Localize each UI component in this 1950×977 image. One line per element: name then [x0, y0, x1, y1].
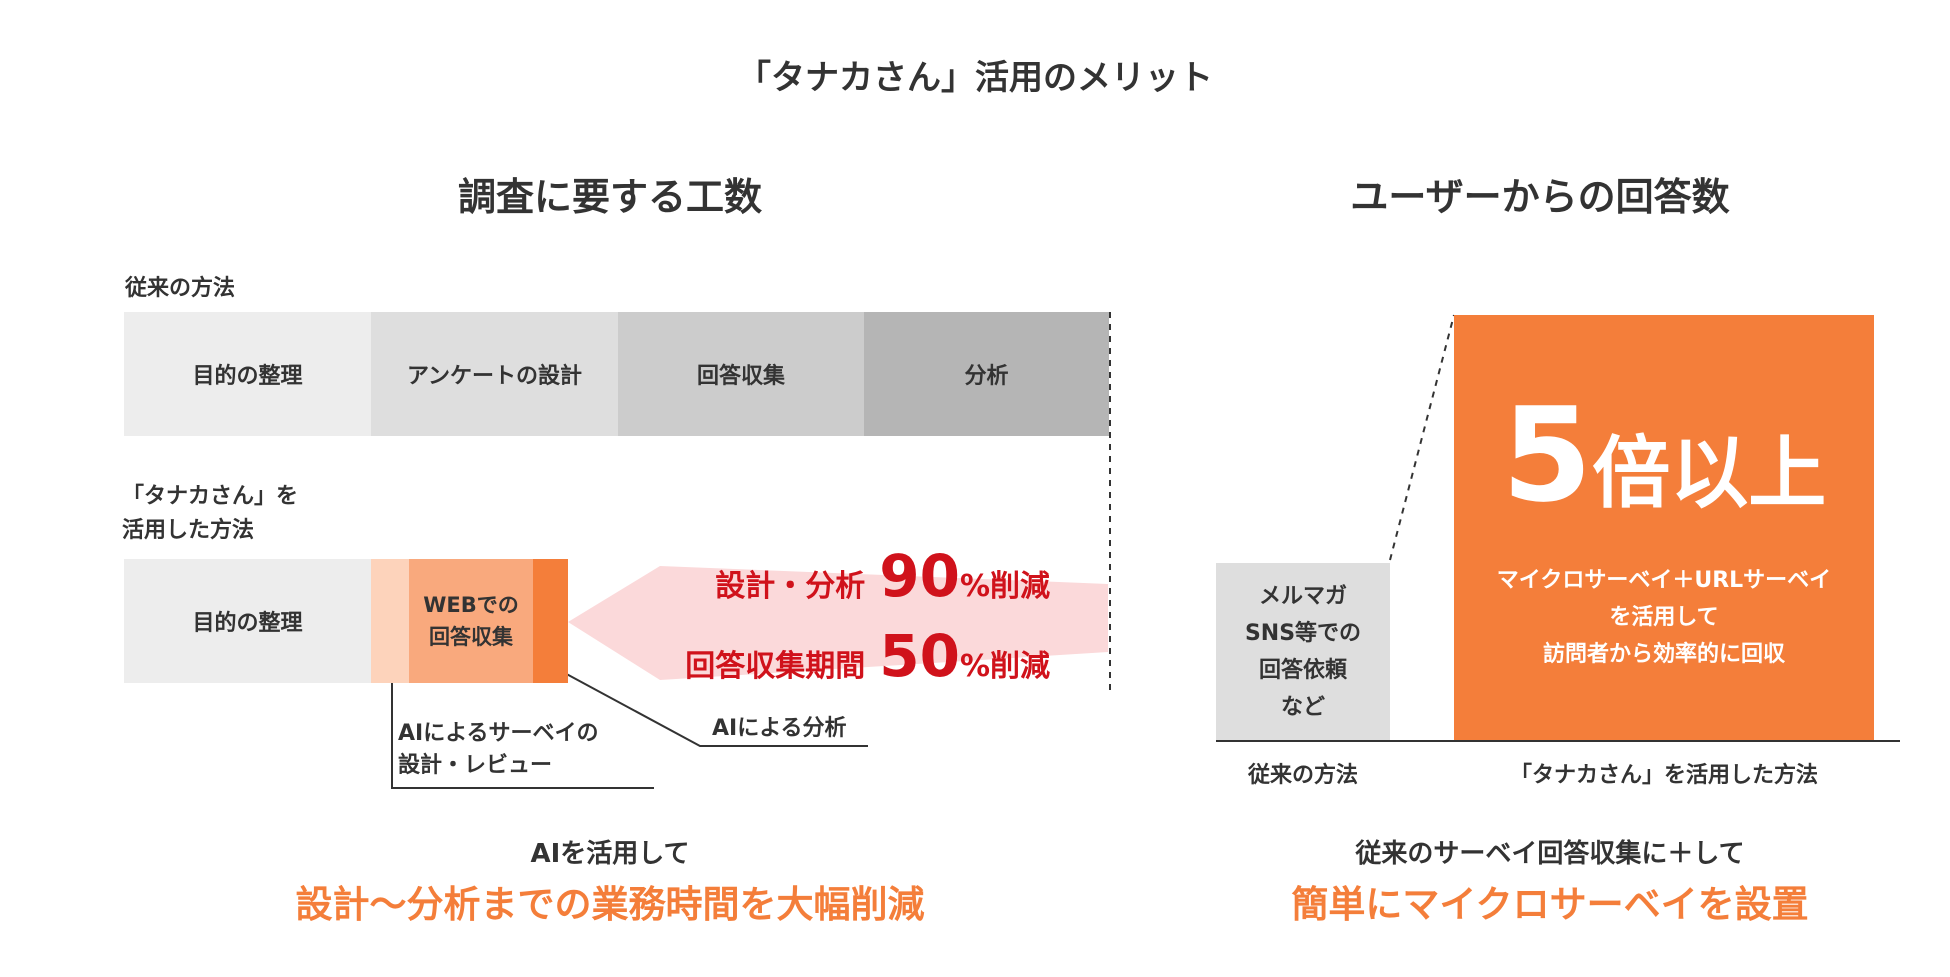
tanaka-step-web-collection: WEBでの 回答収集 — [409, 559, 533, 683]
callout-ai-survey-line1: AIによるサーベイの — [398, 721, 599, 746]
callout-ai-analysis: AIによる分析 — [712, 716, 847, 741]
big-value-number: 5 — [1501, 379, 1593, 531]
small-box-line4: など — [1280, 694, 1325, 720]
left-summary-line1: AIを活用して — [530, 839, 690, 869]
reduction1-value: 90 — [879, 542, 960, 610]
callout-ai-survey: AIによるサーベイの 設計・レビュー — [398, 718, 599, 782]
big-box-line3: 訪問者から効率的に回収 — [1542, 642, 1785, 667]
reduction2-label: 回答収集期間 — [685, 649, 866, 684]
conventional-responses-box: メルマガ SNS等での 回答依頼 など — [1216, 563, 1390, 740]
tanaka-step2-line2: 回答収集 — [429, 625, 513, 649]
conventional-step-collection: 回答収集 — [618, 312, 864, 436]
left-summary-line2: 設計〜分析までの業務時間を大幅削減 — [295, 883, 925, 926]
page-title: 「タナカさん」活用のメリット — [737, 58, 1213, 98]
tanaka-step2-line1: WEBでの — [423, 593, 519, 617]
reduction-arrow — [568, 566, 1108, 680]
big-value-text: 倍以上 — [1592, 429, 1827, 519]
big-value: 5倍以上 — [1454, 385, 1874, 544]
tanaka-label-line2: 活用した方法 — [122, 518, 255, 543]
tanaka-step-ai-analysis — [533, 559, 568, 683]
tanaka-step-purpose: 目的の整理 — [124, 559, 371, 683]
reduction1-suffix: %削減 — [959, 569, 1050, 604]
reduction2-suffix: %削減 — [959, 649, 1050, 684]
callout-line-analysis — [547, 663, 868, 747]
reduction2-value: 50 — [879, 622, 960, 690]
big-box-line2: を活用して — [1609, 605, 1719, 630]
small-box-line3: 回答依頼 — [1258, 657, 1347, 683]
big-box-line1: マイクロサーベイ＋URLサーベイ — [1496, 568, 1832, 593]
conventional-step-design: アンケートの設計 — [371, 312, 618, 436]
right-summary-line1: 従来のサーベイ回答収集に＋して — [1355, 839, 1745, 869]
right-heading: ユーザーからの回答数 — [1350, 175, 1730, 219]
conventional-step-analysis: 分析 — [864, 312, 1109, 436]
big-box-description: マイクロサーベイ＋URLサーベイ を活用して 訪問者から効率的に回収 — [1454, 562, 1874, 673]
conventional-label: 従来の方法 — [125, 276, 236, 301]
growth-dashed-line — [1389, 314, 1455, 561]
callout-ai-survey-line2: 設計・レビュー — [398, 753, 553, 778]
conventional-step-purpose: 目的の整理 — [124, 312, 371, 436]
callout-line-survey — [391, 668, 654, 789]
small-box-line1: メルマガ — [1258, 583, 1347, 609]
left-heading: 調査に要する工数 — [457, 175, 762, 219]
tanaka-label-line1: 「タナカさん」を — [122, 484, 299, 509]
tanaka-step-ai-design — [371, 559, 409, 683]
reduction1-label: 設計・分析 — [715, 569, 866, 604]
x-label-conventional: 従来の方法 — [1247, 763, 1358, 788]
small-box-line2: SNS等での — [1244, 620, 1362, 646]
reduction-design-analysis: 設計・分析 90%削減 — [680, 542, 1050, 610]
reduction-collection-period: 回答収集期間 50%削減 — [600, 622, 1050, 690]
x-label-tanaka: 「タナカさん」を活用した方法 — [1509, 763, 1818, 788]
tanaka-responses-box: 5倍以上 マイクロサーベイ＋URLサーベイ を活用して 訪問者から効率的に回収 — [1454, 315, 1874, 740]
right-summary-line2: 簡単にマイクロサーベイを設置 — [1291, 883, 1809, 926]
tanaka-label: 「タナカさん」を 活用した方法 — [122, 480, 298, 548]
